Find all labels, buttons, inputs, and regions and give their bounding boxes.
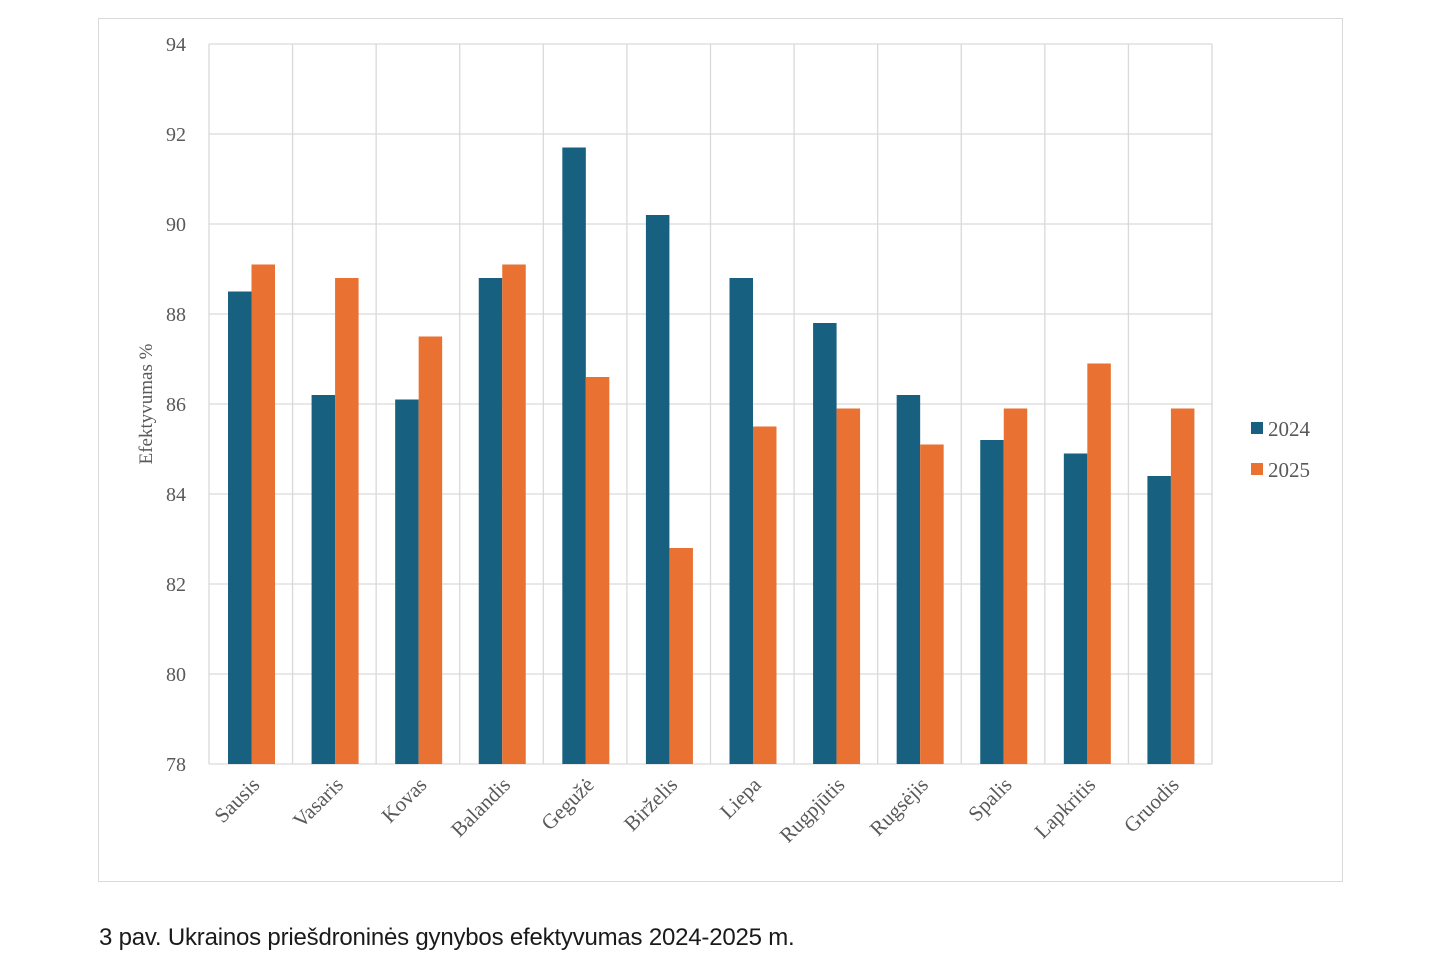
bar-2025-Spalis	[1003, 408, 1028, 764]
y-tick-label: 88	[166, 304, 186, 326]
bar-2025-Sausis	[251, 264, 275, 764]
legend-label-2024: 2024	[1268, 417, 1311, 441]
x-tick-label: Sausis	[209, 773, 264, 828]
y-tick-label: 80	[166, 664, 186, 686]
x-tick-label: Vasaris	[288, 773, 348, 833]
bar-2024-Balandis	[478, 278, 503, 764]
bars	[228, 147, 1195, 764]
gridlines	[208, 43, 1213, 765]
x-tick-label: Gruodis	[1119, 773, 1184, 838]
bar-2024-Sausis	[228, 291, 252, 764]
bar-2024-Rugsėjis	[896, 395, 921, 764]
y-tick-label: 84	[166, 484, 186, 506]
x-tick-label: Spalis	[963, 773, 1016, 826]
x-tick-label: Kovas	[377, 773, 432, 828]
bar-chart: 78 80 82 84 86 88 90 92 94 Sausis Vasaris Kovas Bal…	[136, 34, 1311, 847]
y-tick-label: 94	[166, 34, 186, 56]
x-tick-label: Liepa	[715, 772, 766, 823]
bar-2025-Kovas	[418, 336, 443, 764]
bar-2025-Vasaris	[335, 278, 359, 764]
bar-2025-Birželis	[669, 548, 693, 764]
bar-2024-Lapkritis	[1063, 453, 1088, 764]
x-axis-labels: Sausis Vasaris Kovas Balandis Gegužė Birželis…	[209, 772, 1183, 847]
legend-label-2025: 2025	[1268, 458, 1310, 482]
y-tick-label: 78	[166, 754, 186, 776]
y-tick-label: 82	[166, 574, 186, 596]
x-tick-label: Balandis	[446, 773, 515, 842]
y-tick-label: 92	[166, 124, 186, 146]
bar-2024-Gegužė	[562, 147, 586, 764]
x-tick-label: Lapkritis	[1030, 773, 1101, 844]
x-tick-label: Birželis	[619, 773, 682, 836]
bar-2025-Balandis	[502, 264, 526, 764]
bar-2024-Liepa	[729, 278, 753, 764]
legend-swatch-2024	[1251, 422, 1263, 434]
y-axis-title: Efektyvumas %	[136, 343, 157, 464]
bar-2024-Gruodis	[1147, 476, 1171, 764]
bar-2025-Rugsėjis	[920, 444, 944, 764]
bar-2025-Gegužė	[585, 377, 610, 764]
y-tick-label: 86	[166, 394, 186, 416]
bar-2024-Vasaris	[311, 395, 336, 764]
legend-swatch-2025	[1251, 463, 1263, 475]
bar-2024-Birželis	[645, 215, 670, 764]
x-tick-label: Rugsėjis	[865, 773, 933, 841]
bar-2024-Kovas	[395, 399, 419, 764]
chart-container	[98, 18, 1343, 882]
y-tick-label: 90	[166, 214, 186, 236]
y-axis-ticks: 78 80 82 84 86 88 90 92 94	[166, 34, 186, 776]
x-tick-label: Rugpjūtis	[775, 773, 850, 848]
bar-2025-Rugpjūtis	[836, 408, 861, 764]
bar-2025-Lapkritis	[1087, 363, 1111, 764]
bar-2024-Spalis	[980, 440, 1004, 764]
figure-caption: 3 pav. Ukrainos priešdroninės gynybos ef…	[99, 924, 795, 951]
x-tick-label: Gegužė	[536, 773, 598, 835]
bar-2025-Liepa	[753, 426, 777, 764]
bar-2024-Rugpjūtis	[813, 323, 837, 764]
bar-2025-Gruodis	[1170, 408, 1195, 764]
legend: 2024 2025	[1251, 417, 1311, 482]
